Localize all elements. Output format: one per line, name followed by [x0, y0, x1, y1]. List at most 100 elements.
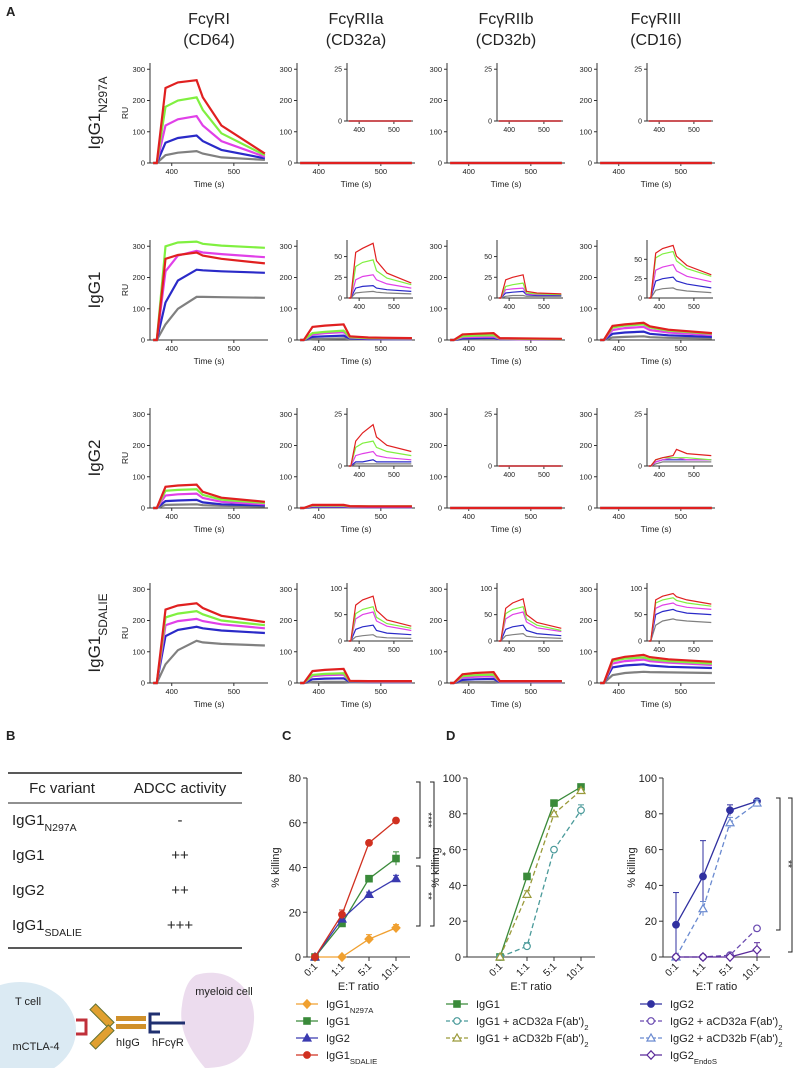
x-tick-label: 400 — [503, 304, 515, 311]
column-subtitle: (CD32a) — [326, 32, 386, 49]
x-tick-label: 500 — [525, 512, 538, 521]
x-tick-label: 500 — [388, 647, 400, 654]
column-title: FcγRIIa — [328, 11, 383, 28]
sensorgram-line — [348, 284, 412, 299]
y-tick-label: 200 — [132, 616, 145, 625]
y-tick-label: 25 — [634, 67, 642, 74]
diagram-label: hFcγR — [152, 1037, 184, 1049]
legend-label: IgG1SDALIE — [326, 1050, 377, 1066]
y-tick-label: 0 — [588, 336, 592, 345]
fc-chain — [116, 1024, 146, 1029]
y-tick-label: 0 — [438, 504, 442, 513]
sensorgram-line — [300, 323, 412, 342]
sensorgram-line — [648, 287, 712, 299]
y-tick-label: 25 — [334, 67, 342, 74]
x-tick-label: 5:1 — [542, 961, 560, 979]
y-tick-label: 200 — [429, 441, 442, 450]
x-tick-label: 400 — [353, 304, 365, 311]
sensorgram-line — [648, 592, 712, 642]
y-tick-label: 0 — [438, 679, 442, 688]
panel-label: D — [446, 728, 455, 743]
x-axis-label: E:T ratio — [696, 981, 737, 993]
y-axis-label: % killing — [626, 847, 638, 887]
diagram-label: mCTLA-4 — [12, 1041, 59, 1053]
y-tick-label: 200 — [579, 96, 592, 105]
x-axis-label: Time (s) — [194, 699, 225, 709]
x-tick-label: 500 — [228, 512, 241, 521]
x-tick-label: 5:1 — [718, 961, 736, 979]
x-axis-label: Time (s) — [641, 524, 672, 534]
x-tick-label: 500 — [538, 127, 550, 134]
row-label-sub: SDALIE — [96, 593, 110, 635]
y-tick-label: 100 — [480, 586, 492, 593]
x-tick-label: 400 — [353, 647, 365, 654]
panel-label: A — [6, 4, 16, 19]
y-axis-label: % killing — [270, 847, 282, 887]
legend-label: IgG1 — [326, 1016, 350, 1028]
x-tick-label: 400 — [653, 647, 665, 654]
x-tick-label: 400 — [612, 687, 625, 696]
significance-bracket — [416, 781, 421, 859]
x-tick-label: 400 — [612, 167, 625, 176]
x-tick-label: 400 — [165, 687, 178, 696]
legend-marker — [301, 1032, 313, 1042]
mctla4-shape — [76, 1018, 88, 1036]
marker — [392, 854, 400, 863]
legend-marker — [453, 1017, 461, 1025]
y-tick-label: 200 — [429, 616, 442, 625]
y-tick-label: 60 — [449, 845, 461, 857]
y-tick-label: 50 — [334, 254, 342, 261]
legend-label-main: IgG1 — [326, 999, 350, 1011]
marker — [699, 872, 707, 881]
sensorgram-line — [153, 149, 265, 165]
x-tick-label: 400 — [462, 512, 475, 521]
legend-label: IgG1 + aCD32a F(ab')2 — [476, 1016, 588, 1032]
sensorgram-line — [153, 268, 265, 342]
y-axis-label: RU — [120, 107, 130, 119]
y-tick-label: 40 — [449, 880, 461, 892]
x-tick-label: 500 — [228, 167, 241, 176]
series-line — [499, 809, 582, 958]
legend-label: IgG2 — [670, 999, 694, 1011]
sensorgram-line — [450, 331, 562, 342]
table-cell: - — [178, 812, 183, 829]
y-tick-label: 50 — [634, 257, 642, 264]
y-tick-label: 200 — [279, 96, 292, 105]
y-tick-label: 300 — [132, 410, 145, 419]
marker — [575, 785, 587, 795]
y-tick-label: 300 — [579, 585, 592, 594]
y-tick-label: 300 — [279, 65, 292, 74]
marker — [548, 808, 560, 818]
table-cell: ++ — [171, 882, 189, 899]
column-subtitle: (CD64) — [183, 32, 235, 49]
x-tick-label: 400 — [653, 304, 665, 311]
sensorgram-line — [600, 670, 712, 685]
x-tick-label: 500 — [228, 687, 241, 696]
sensorgram-line — [600, 653, 712, 685]
sensorgram-line — [153, 79, 266, 165]
x-tick-label: 400 — [612, 512, 625, 521]
y-tick-label: 0 — [288, 504, 292, 513]
marker — [752, 944, 762, 955]
x-tick-label: 500 — [675, 344, 688, 353]
marker — [550, 799, 558, 807]
x-tick-label: 400 — [462, 344, 475, 353]
y-tick-label: 100 — [429, 127, 442, 136]
y-tick-label: 0 — [488, 639, 492, 646]
marker — [390, 873, 402, 883]
row-label: IgG1 — [85, 272, 104, 309]
x-tick-label: 0:1 — [303, 961, 321, 979]
sensorgram-line — [153, 251, 266, 342]
x-axis-label: Time (s) — [194, 524, 225, 534]
y-tick-label: 300 — [429, 242, 442, 251]
diagram-label: hIgG — [116, 1037, 140, 1049]
y-tick-label: 100 — [330, 586, 342, 593]
x-tick-label: 400 — [165, 512, 178, 521]
y-tick-label: 100 — [639, 773, 657, 785]
table-cell: IgG1SDALIE — [12, 917, 82, 939]
x-tick-label: 500 — [375, 512, 388, 521]
y-tick-label: 0 — [338, 464, 342, 471]
marker — [671, 951, 681, 963]
table-cell-main: IgG1 — [12, 812, 45, 829]
